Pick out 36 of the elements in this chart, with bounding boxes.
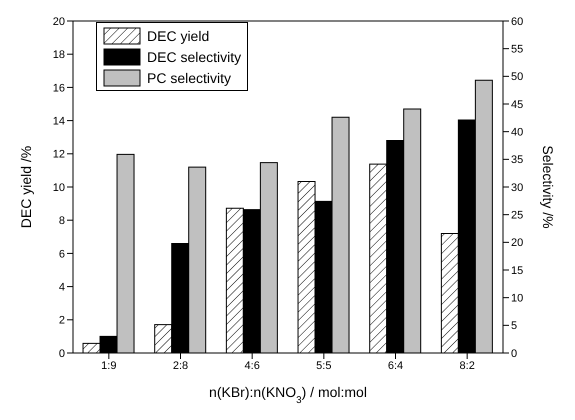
x-tick-label: 2:8 (172, 360, 188, 372)
y-tick-label: 6 (58, 248, 65, 260)
y-tick-label: 14 (52, 116, 65, 128)
y-tick-label: 12 (52, 148, 65, 161)
y2-tick-label: 20 (511, 237, 524, 250)
x-axis-title: n(KBr):n(KNO$_{3}$) / mol:mol (209, 384, 367, 406)
y-tick-label: 8 (58, 215, 65, 228)
y2-tick-label: 35 (511, 154, 524, 166)
y2-tick-label: 45 (511, 98, 524, 111)
y-tick-label: 16 (52, 82, 65, 94)
y-tick-label: 4 (58, 282, 65, 294)
x-tick-label: 6:4 (388, 360, 404, 372)
y2-tick-label: 0 (511, 348, 518, 360)
y2-tick-label: 55 (511, 44, 524, 56)
y2-tick-label: 40 (511, 126, 524, 139)
x-tick-label: 4:6 (244, 360, 260, 372)
y2-tick-label: 5 (511, 320, 518, 332)
y2-tick-label: 50 (511, 71, 524, 84)
x-tick-label: 5:5 (316, 360, 332, 372)
y2-tick-label: 15 (511, 264, 524, 277)
legend-label: DEC selectivity (147, 48, 242, 64)
y-tick-label: 0 (58, 348, 65, 360)
legend-label: DEC yield (147, 28, 210, 44)
y-axis-title: DEC yield /% (18, 146, 34, 228)
y2-tick-label: 60 (511, 16, 524, 28)
y-tick-label: 10 (52, 182, 65, 194)
y-tick-label: 18 (52, 49, 65, 62)
legend-label: PC selectivity (147, 70, 232, 86)
y-tick-label: 20 (52, 16, 65, 28)
x-tick-label: 1:9 (101, 360, 116, 372)
y2-tick-label: 25 (511, 210, 524, 222)
y2-tick-label: 10 (511, 292, 524, 305)
y2-tick-label: 30 (511, 182, 524, 194)
x-tick-label: 8:2 (460, 360, 475, 372)
y-tick-label: 2 (58, 314, 65, 327)
y2-axis-title: Selectivity /% (540, 145, 556, 229)
